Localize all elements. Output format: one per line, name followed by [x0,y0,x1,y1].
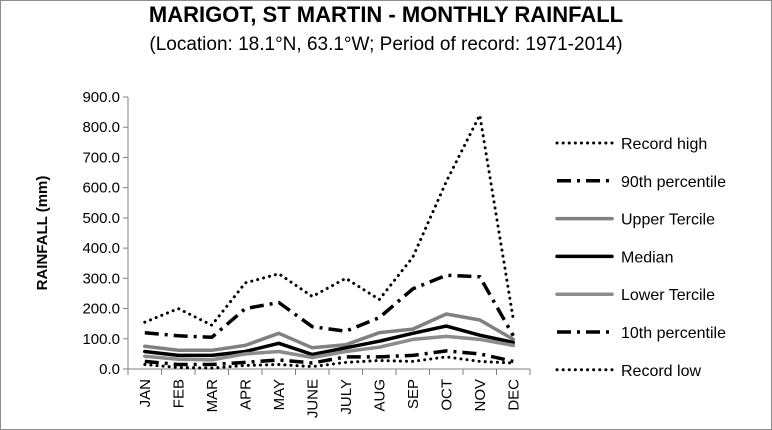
y-tick-label: 900.0 [82,89,120,106]
y-tick-label: 500.0 [82,210,120,227]
y-tick-label: 700.0 [82,149,120,166]
x-tick-label: NOV [472,379,489,412]
x-tick-label: SEP [405,379,422,409]
legend-label-record-low: Record low [621,363,701,380]
chart-title: MARIGOT, ST MARTIN - MONTHLY RAINFALL [148,2,624,27]
legend-label-10th-percentile: 10th percentile [621,325,726,342]
series-line-median [143,324,516,358]
y-tick-label: 800.0 [82,119,120,136]
x-tick-label: JUNE [304,379,321,418]
legend-label-median: Median [621,249,673,266]
chart-axes [123,96,531,375]
x-tick-label: JAN [137,379,154,407]
chart-series [143,113,516,370]
x-tick-label: OCT [438,379,455,411]
series-line-90th-percentile [144,273,515,340]
y-axis-label: RAINFALL (mm) [34,176,51,291]
x-tick-label: DEC [505,379,522,411]
legend-label-record-high: Record high [621,136,707,153]
x-tick-labels: JAN FEB MAR APR MAY JUNE JULY AUG SEP OCT NOV DEC [137,379,523,418]
series-line-10th-percentile [144,349,514,367]
chart-subtitle: (Location: 18.1°N, 63.1°W; Period of rec… [149,34,623,55]
x-tick-label: AUG [371,379,388,412]
y-tick-label: 400.0 [82,240,120,257]
x-tick-label: APR [237,379,254,410]
x-tick-label: FEB [170,379,187,408]
y-tick-label: 100.0 [82,331,120,348]
legend-label-90th-percentile: 90th percentile [621,174,726,191]
chart-legend: Record high 90th percentile Upper Tercile M… [555,136,726,380]
y-tick-labels: 0.0 100.0 200.0 300.0 400.0 500.0 600.0 700.0 80… [82,89,120,378]
y-tick-label: 0.0 [99,361,120,378]
y-tick-label: 600.0 [82,180,120,197]
x-tick-label: JULY [338,379,355,415]
legend-label-upper-tercile: Upper Tercile [621,212,715,229]
series-line-record-low [143,355,515,370]
x-tick-label: MAY [271,379,288,410]
series-line-upper-tercile [143,312,516,353]
y-tick-label: 200.0 [82,301,120,318]
legend-label-lower-tercile: Lower Tercile [621,287,715,304]
x-tick-label: MAR [204,379,221,413]
series-line-lower-tercile [143,334,516,362]
y-tick-label: 300.0 [82,270,120,287]
series-line-record-high [143,113,515,327]
